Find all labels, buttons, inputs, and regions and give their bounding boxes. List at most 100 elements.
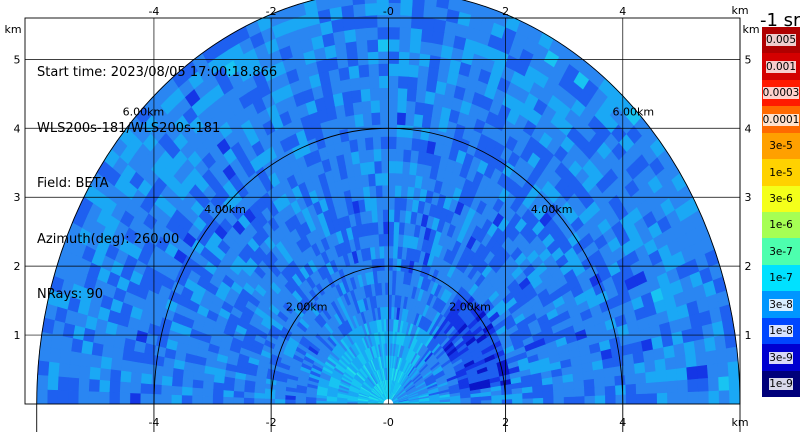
- field-cell: [380, 148, 389, 162]
- field-cell: [70, 338, 84, 354]
- plot-frame: [24, 17, 741, 405]
- field-cell: [274, 394, 286, 401]
- field-cell: [625, 383, 637, 395]
- field-cell: [315, 400, 327, 405]
- field-cell: [396, 99, 407, 114]
- field-cell: [729, 389, 741, 405]
- field-cell: [369, 87, 380, 101]
- field-cell: [339, 0, 354, 7]
- colorbar-label: 3e-5: [769, 140, 793, 153]
- field-cell: [130, 361, 143, 374]
- field-cell: [171, 376, 183, 388]
- field-cell: [388, 318, 392, 332]
- field-cell: [410, 137, 421, 152]
- field-cell: [60, 336, 73, 352]
- colorbar-cell: 1e-5: [762, 159, 800, 187]
- field-cell: [400, 173, 410, 187]
- field-cell: [349, 77, 361, 92]
- field-cell: [388, 38, 400, 52]
- field-cell: [375, 184, 383, 199]
- field-cell: [170, 385, 183, 396]
- field-cell: [77, 390, 89, 405]
- field-cell: [420, 28, 434, 43]
- field-cell: [98, 379, 111, 393]
- field-cell: [421, 114, 432, 129]
- field-cell: [351, 0, 365, 6]
- field-cell: [584, 395, 596, 405]
- field-cell: [367, 63, 379, 77]
- field-cell: [633, 361, 646, 374]
- field-cell: [368, 75, 380, 89]
- field-cell: [369, 99, 381, 114]
- field-cell: [367, 51, 379, 65]
- field-cell: [243, 397, 255, 405]
- field-cell: [327, 0, 342, 10]
- field-cell: [553, 396, 565, 405]
- field-cell: [379, 111, 389, 125]
- field-cell: [405, 100, 416, 115]
- field-cell: [376, 209, 384, 223]
- field-cell: [388, 221, 395, 235]
- field-cell: [388, 172, 396, 186]
- field-cell: [253, 392, 265, 400]
- field-cell: [343, 28, 357, 43]
- field-cell: [170, 394, 182, 405]
- field-cell: [407, 63, 419, 78]
- field-cell: [181, 395, 193, 405]
- field-cell: [344, 40, 358, 56]
- field-cell: [77, 378, 90, 393]
- field-cell: [394, 184, 402, 199]
- colorbar-cell: 3e-8: [762, 291, 800, 319]
- field-cell: [406, 76, 418, 90]
- field-cell: [403, 136, 413, 151]
- field-cell: [150, 374, 163, 386]
- field-cell: [399, 2, 413, 17]
- field-cell: [362, 112, 373, 127]
- y-tick-label-right: 1: [745, 329, 752, 342]
- field-cell: [263, 398, 276, 405]
- field-cell: [614, 374, 627, 386]
- field-cell: [371, 124, 381, 138]
- colorbar-cell: 1e-6: [762, 212, 800, 239]
- field-cell: [263, 393, 276, 400]
- field-cell: [388, 294, 392, 308]
- field-cell: [418, 52, 431, 68]
- field-cell: [398, 26, 412, 41]
- field-cell: [388, 63, 399, 77]
- field-cell: [365, 148, 375, 163]
- field-cell: [67, 390, 79, 405]
- field-cell: [222, 396, 234, 405]
- colorbar-cell: 3e-6: [762, 185, 800, 213]
- field-cell: [88, 366, 101, 381]
- field-cell: [415, 89, 427, 104]
- field-cell: [232, 390, 245, 399]
- field-cell: [129, 382, 142, 395]
- field-cell: [358, 76, 370, 90]
- field-cell: [392, 233, 399, 247]
- field-cell: [284, 399, 296, 405]
- y-tick-label-left: 1: [14, 329, 21, 342]
- field-cell: [47, 361, 60, 378]
- colorbar: 0.005 0.001 0.0003 0.0001 3e-5 1e-5 3e-6 1e-6 3e…: [762, 27, 800, 398]
- field-cell: [36, 374, 49, 391]
- field-cell: [57, 376, 69, 392]
- field-cell: [501, 398, 513, 405]
- field-cell: [398, 221, 405, 235]
- colorbar-cell: 0.0003: [762, 79, 800, 107]
- field-cell: [393, 196, 401, 211]
- field-cell: [388, 50, 400, 64]
- y-unit-label-left: km: [4, 23, 21, 36]
- y-tick-label-left: 2: [14, 260, 21, 273]
- field-cell: [419, 40, 432, 56]
- field-cell: [356, 51, 369, 66]
- field-cell: [388, 233, 394, 247]
- field-cell: [37, 360, 50, 377]
- colorbar-label: 0.005: [765, 34, 797, 47]
- field-cell: [388, 184, 396, 198]
- field-cell: [360, 100, 372, 115]
- x-tick-label-bottom: -0: [383, 416, 394, 429]
- field-cell: [614, 384, 627, 396]
- field-cell: [332, 30, 346, 45]
- field-cell: [677, 391, 689, 405]
- field-cell: [67, 377, 80, 392]
